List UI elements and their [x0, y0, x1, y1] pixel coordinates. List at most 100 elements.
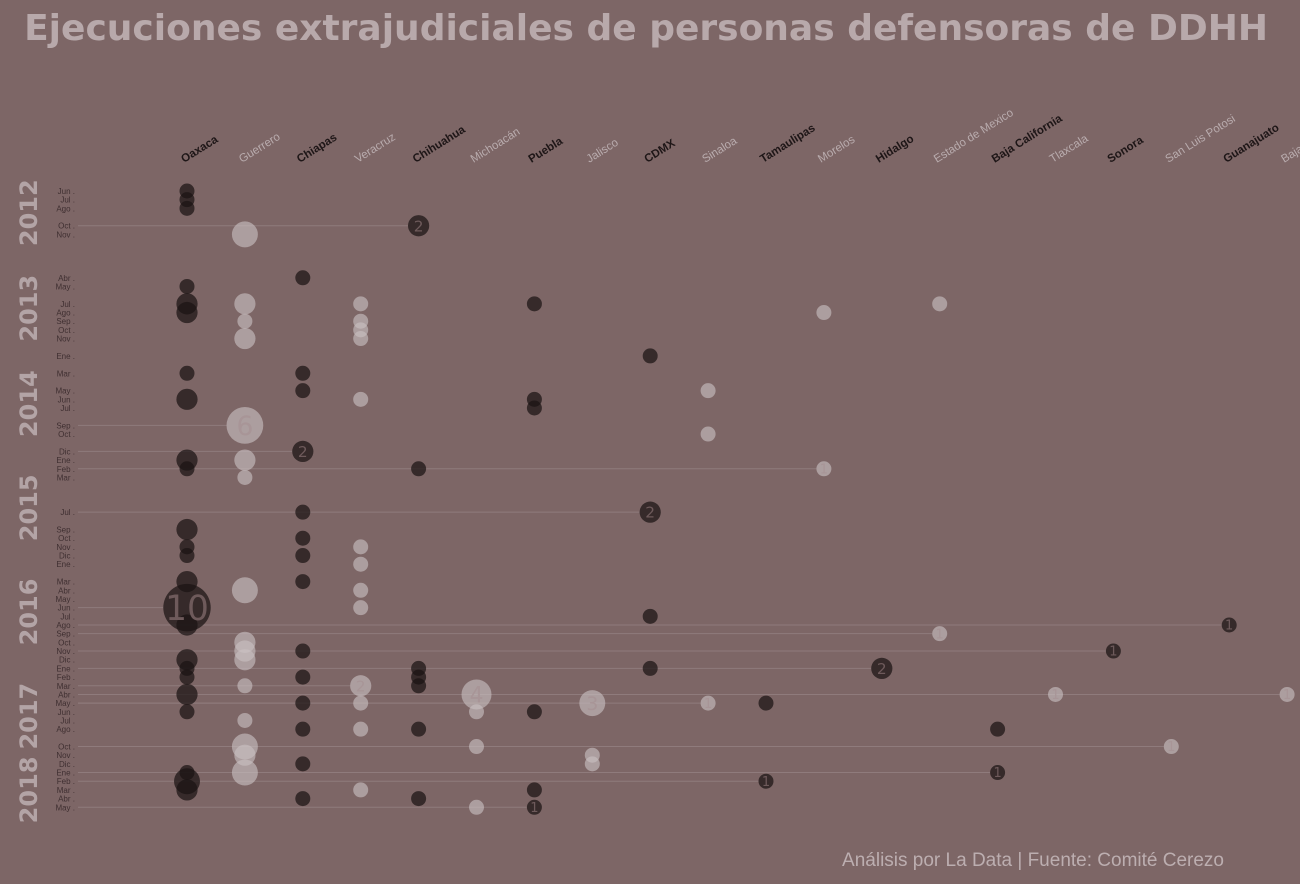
year-label: 2018: [15, 757, 43, 824]
month-label: Ene .: [56, 664, 75, 673]
month-label: Dic .: [59, 447, 75, 456]
bubble: [758, 695, 774, 711]
month-label: Sep .: [56, 317, 75, 326]
bubble: [353, 296, 369, 312]
year-label: 2016: [15, 579, 43, 646]
month-label: Jul .: [60, 404, 75, 413]
bubble: [816, 461, 832, 477]
bubble: [234, 649, 256, 671]
bubble: [353, 582, 369, 598]
month-label: Oct .: [58, 638, 75, 647]
month-label: Feb .: [57, 673, 75, 682]
bubble: [295, 270, 311, 286]
bubble-count-label: 10: [165, 589, 209, 629]
bubble: [295, 791, 311, 807]
state-label: Oaxaca: [179, 133, 221, 165]
bubble: [237, 313, 253, 329]
bubble: [179, 669, 195, 685]
bubble: [469, 704, 484, 720]
month-label: Oct .: [58, 534, 75, 543]
state-label: Guanajuato: [1221, 122, 1281, 166]
bubble-count-label: 6: [236, 411, 253, 442]
month-label: Ene .: [56, 352, 75, 361]
bubble: [176, 614, 198, 636]
bubble: [234, 449, 256, 471]
bubble: [353, 721, 369, 737]
caption: Análisis por La Data | Fuente: Comité Ce…: [842, 850, 1224, 871]
bubble: [461, 679, 492, 710]
month-label: Jul .: [60, 612, 75, 621]
bubble: [295, 669, 311, 685]
bubble: [353, 556, 369, 572]
bubble: [526, 799, 542, 815]
month-label: Oct .: [58, 743, 75, 752]
bubble-count-label: 1: [1225, 619, 1233, 634]
month-label: May .: [55, 803, 75, 812]
year-label: 2014: [15, 370, 43, 437]
bubble: [179, 365, 195, 381]
bubble-count-label: 3: [586, 694, 598, 715]
month-label: Mar .: [57, 682, 75, 691]
month-label: Ago .: [56, 309, 75, 318]
month-label: Mar .: [57, 369, 75, 378]
bubble: [816, 305, 832, 321]
bubble: [234, 744, 256, 766]
bubble-count-label: 2: [356, 677, 366, 695]
bubble-count-label: 2: [298, 443, 308, 461]
bubble-count-label: 2: [645, 504, 655, 522]
count-labels: 2 6 2 1 2 10 1 1 1 2 2 4 1 1 3 1 1 1 1 1: [165, 217, 1291, 816]
bubble-count-label: 1: [820, 462, 828, 477]
month-label: May .: [55, 595, 75, 604]
bubble: [353, 782, 369, 798]
state-label: Guerrero: [237, 131, 282, 166]
bubble-count-label: 1: [1051, 688, 1059, 703]
bubble: [1221, 617, 1237, 633]
bubble: [700, 383, 716, 399]
bubble: [179, 548, 195, 564]
month-label: Abr .: [58, 795, 75, 804]
bubble: [642, 348, 658, 364]
bubble-count-label: 2: [877, 660, 887, 678]
bubble: [579, 690, 606, 717]
month-label: Abr .: [58, 274, 75, 283]
bubble: [469, 799, 484, 815]
month-label: Jun .: [58, 187, 75, 196]
bubble: [1163, 739, 1179, 755]
bubble: [295, 383, 311, 399]
month-label: Oct .: [58, 222, 75, 231]
bubble: [411, 791, 427, 807]
bubble: [295, 756, 311, 772]
bubble: [353, 391, 369, 407]
state-label: Michoacán: [469, 126, 523, 166]
bubble: [584, 756, 600, 772]
month-label: Sep .: [56, 630, 75, 639]
bubble: [526, 704, 542, 720]
bubble: [237, 678, 253, 694]
state-label: CDMX: [642, 137, 677, 165]
bubble: [231, 759, 258, 786]
month-label: Dic .: [59, 656, 75, 665]
bubble: [176, 683, 198, 706]
year-label: 2013: [15, 275, 43, 342]
bubble: [234, 327, 256, 350]
bubble-count-label: 1: [1109, 645, 1117, 660]
bubble: [163, 583, 211, 632]
month-label: Nov .: [56, 230, 75, 239]
bubble: [176, 518, 198, 541]
bubble: [932, 296, 948, 312]
month-label: Mar .: [57, 473, 75, 482]
bubble: [353, 539, 369, 555]
state-label: Chihuahua: [411, 124, 468, 166]
bubble: [295, 530, 311, 546]
row-lines: [78, 225, 1280, 808]
month-label: Feb .: [57, 465, 75, 474]
bubble: [292, 440, 314, 463]
bubble: [526, 782, 542, 798]
bubble: [411, 678, 427, 694]
bubble: [226, 406, 264, 444]
month-label: Abr .: [58, 586, 75, 595]
bubble: [353, 695, 369, 711]
bubble: [231, 221, 258, 248]
state-labels: Oaxaca Guerrero Chiapas Veracruz Chihuahua Mi…: [179, 104, 1300, 165]
bubble: [295, 643, 311, 659]
